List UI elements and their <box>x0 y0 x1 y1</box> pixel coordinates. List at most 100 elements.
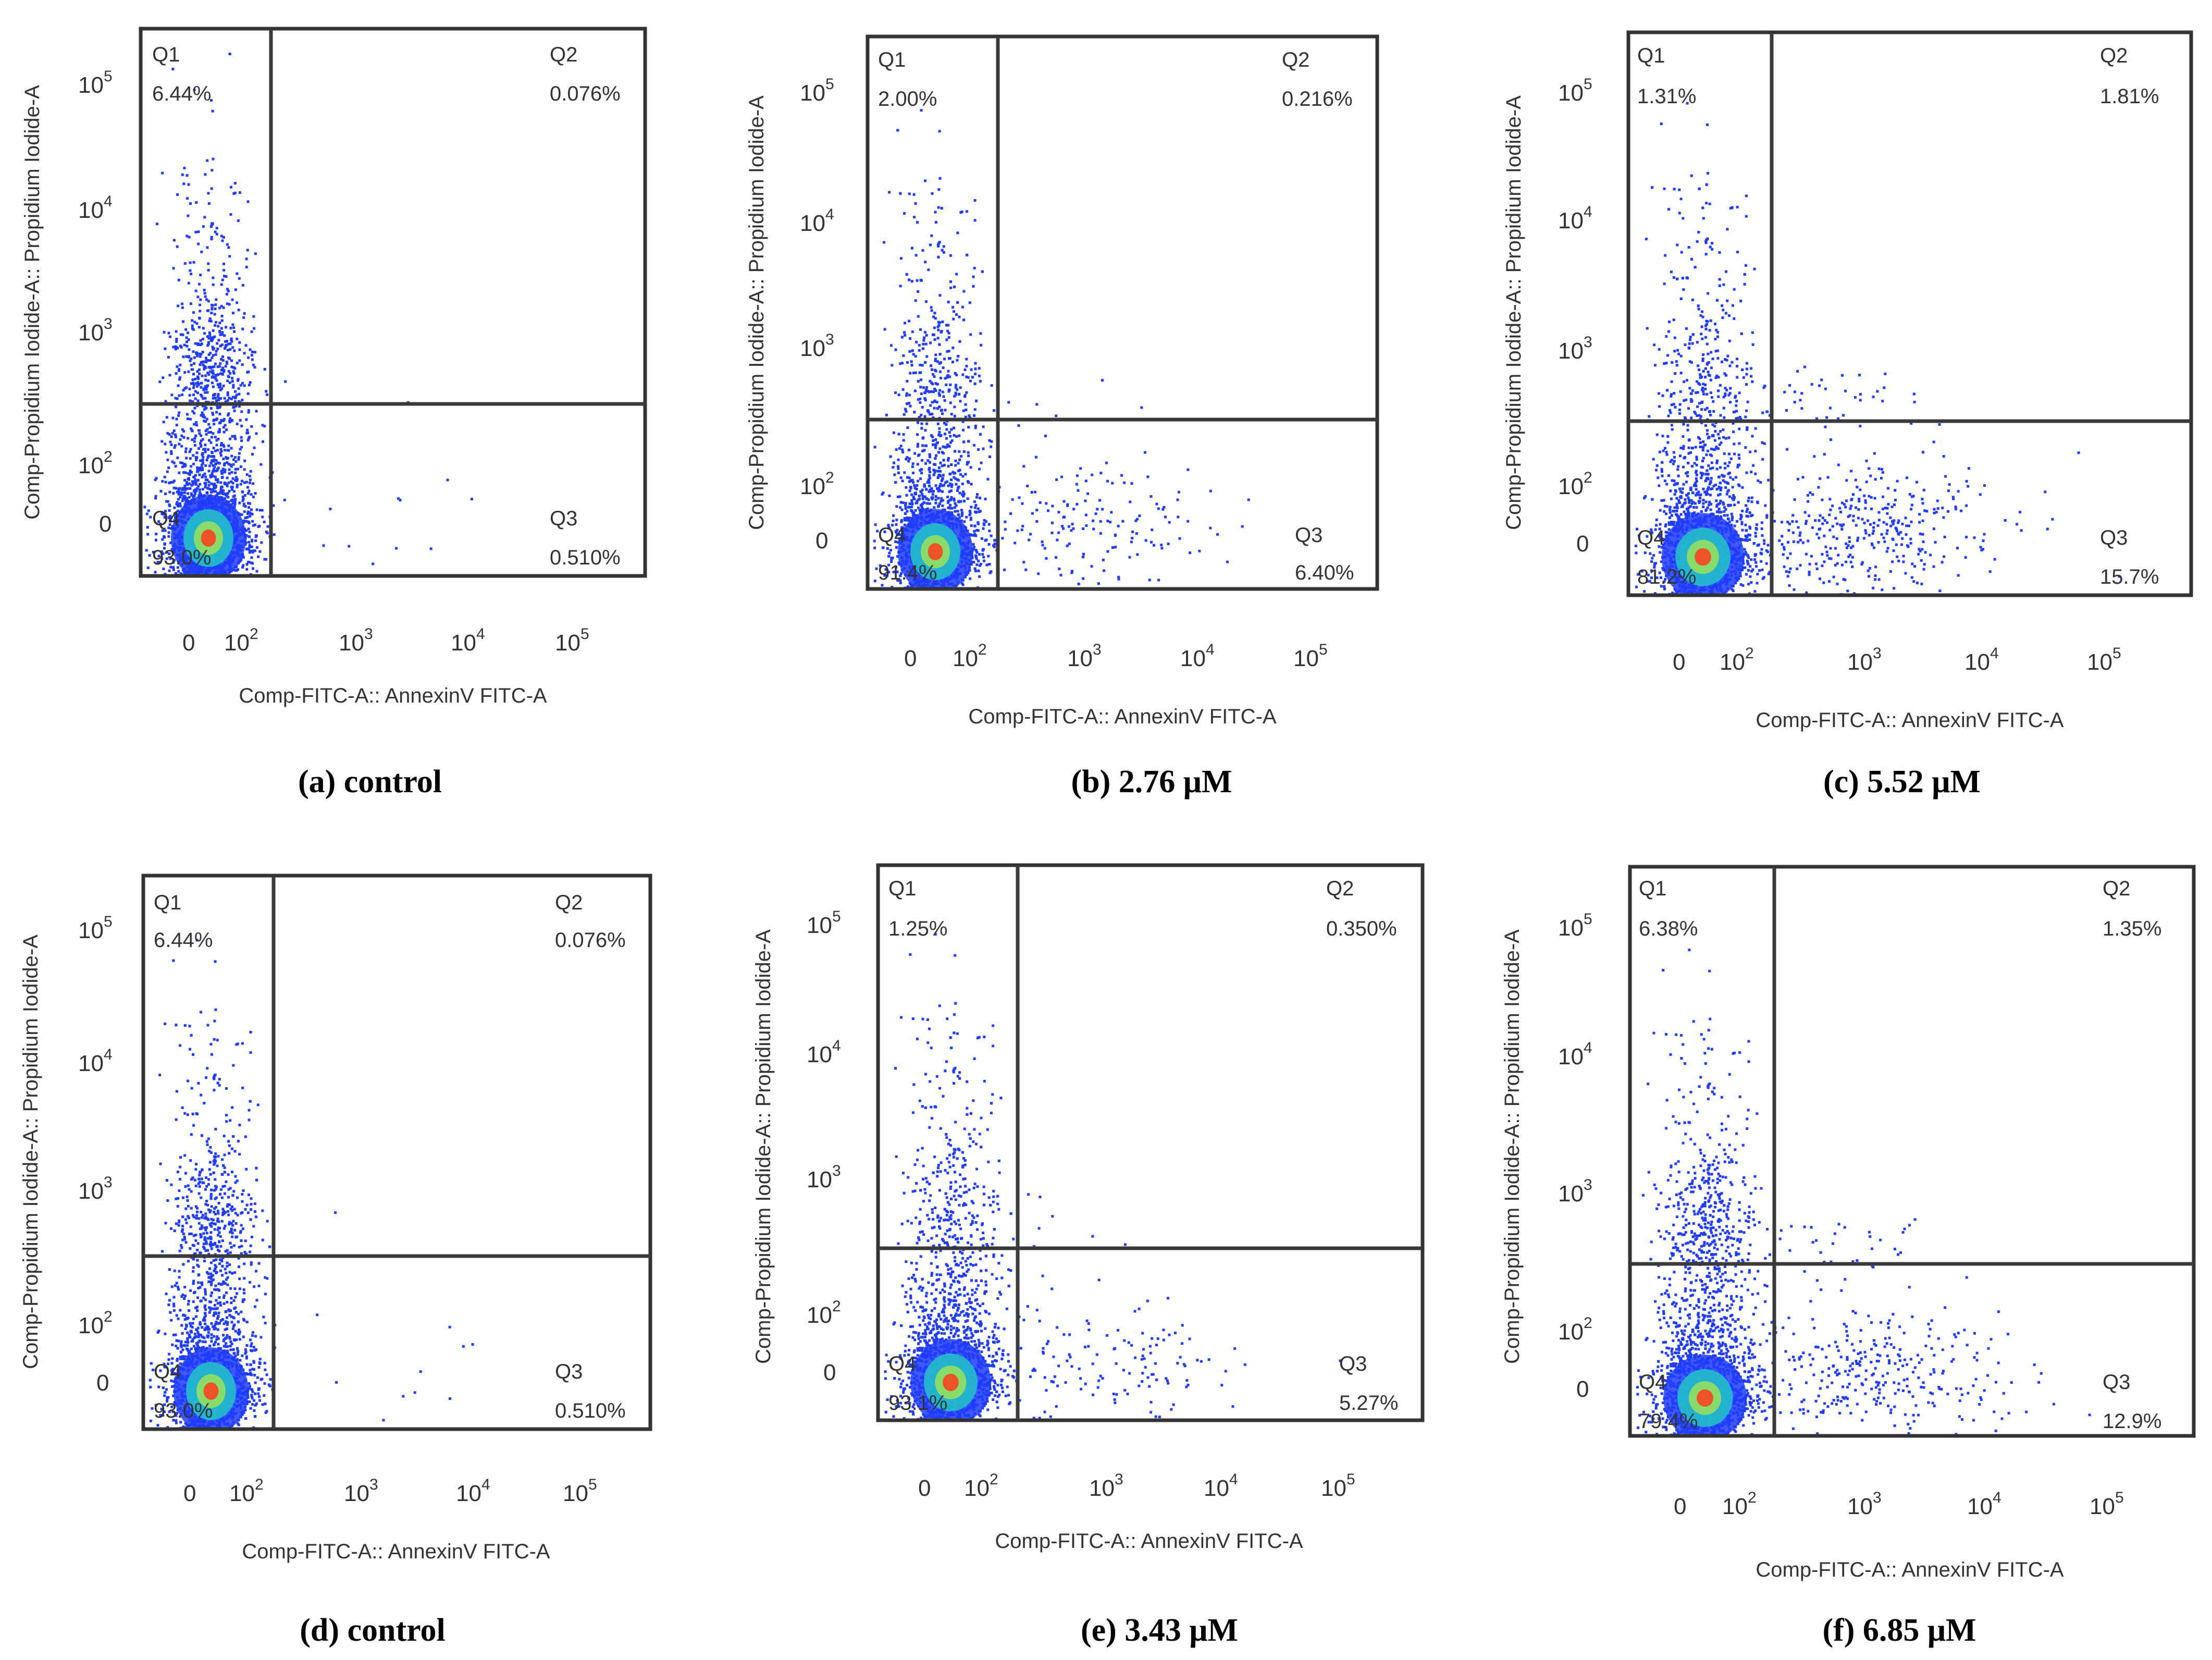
panel-f-y-axis-label: Comp-Propidium Iodide-A:: Propidium Iodi… <box>1501 929 1524 1364</box>
panel-a-q2-value: 0.076% <box>550 82 621 105</box>
panel-c-q1-value: 1.31% <box>1637 85 1696 108</box>
panel-b-caption: (b) 2.76 μM <box>1071 764 1232 800</box>
panel-a-x-tick-label: 104 <box>451 625 485 656</box>
panel-b-x-tick-label: 105 <box>1293 641 1328 671</box>
panel-f-x-ticks: 0 102 103 104 105 <box>1674 1489 2124 1519</box>
panel-c-y-axis-label: Comp-Propidium Iodide-A:: Propidium Iodi… <box>1502 95 1525 530</box>
panel-d-y-tick-label: 103 <box>78 1174 113 1204</box>
panel-a-q3-value: 0.510% <box>550 546 621 569</box>
panel-a-y-tick-label: 102 <box>78 448 113 478</box>
panel-e-y-tick-label: 105 <box>807 908 841 938</box>
panel-e-events <box>884 933 1342 1420</box>
panel-f-y-tick-label: 105 <box>1558 911 1592 941</box>
panel-d-x-ticks: 0 102 103 104 105 <box>183 1476 597 1506</box>
panel-f: Q1 6.38% Q2 1.35% Q4 79.4% Q3 12.9% 0 10… <box>1501 865 2196 1648</box>
panel-c-x-tick-label: 0 <box>1673 649 1685 675</box>
panel-d: Q1 6.44% Q2 0.076% Q4 93.0% Q3 0.510% 0 … <box>19 874 652 1648</box>
panel-a-plot-frame <box>139 27 647 578</box>
panel-d-x-tick-label: 103 <box>344 1476 378 1506</box>
panel-c-q4-value: 81.2% <box>1637 565 1696 588</box>
panel-a-x-tick-label: 103 <box>339 625 373 656</box>
panel-c-x-tick-label: 102 <box>1720 645 1754 675</box>
panel-f-y-tick-label: 0 <box>1576 1376 1589 1402</box>
panel-c-q2-name: Q2 <box>2100 44 2128 67</box>
panel-a-q2-name: Q2 <box>550 43 577 66</box>
panel-c-q3-name: Q3 <box>2100 526 2128 549</box>
panel-e-y-ticks: 0 102 103 104 105 <box>807 908 841 1385</box>
panel-c-y-tick-label: 102 <box>1558 469 1592 499</box>
panel-c-events <box>1634 102 2121 595</box>
panel-b-q2-name: Q2 <box>1282 48 1309 71</box>
panel-a-q4-name: Q4 <box>152 507 180 530</box>
panel-f-plot-frame <box>1628 865 2196 1438</box>
panel-e-q3-value: 5.27% <box>1339 1392 1398 1415</box>
panel-d-caption: (d) control <box>300 1613 446 1648</box>
panel-f-x-tick-label: 102 <box>1722 1489 1757 1519</box>
panel-f-events <box>1636 949 2091 1436</box>
panel-b-x-tick-label: 102 <box>953 641 987 671</box>
panel-e-caption: (e) 3.43 μM <box>1081 1613 1238 1648</box>
panel-a-y-ticks: 0 102 103 104 105 <box>78 68 113 537</box>
panel-d-q2-value: 0.076% <box>555 929 626 952</box>
panel-c-x-axis-label: Comp-FITC-A:: AnnexinV FITC-A <box>1756 709 2064 732</box>
panel-c-q4-name: Q4 <box>1637 526 1665 549</box>
panel-a-q1-value: 6.44% <box>152 82 211 105</box>
panel-c-q2-value: 1.81% <box>2100 85 2159 108</box>
panel-e-q3-name: Q3 <box>1339 1352 1367 1375</box>
panel-e-x-tick-label: 105 <box>1321 1471 1355 1501</box>
panel-d-q4-value: 93.0% <box>154 1399 213 1422</box>
panel-c-x-tick-label: 104 <box>1964 645 1999 675</box>
panel-a-q3-name: Q3 <box>550 507 577 530</box>
panel-e-q1-value: 1.25% <box>888 917 947 940</box>
panel-f-y-tick-label: 103 <box>1558 1176 1592 1207</box>
panel-e-plot-frame <box>876 863 1425 1422</box>
panel-d-x-tick-label: 102 <box>229 1476 264 1506</box>
panel-e-q1-name: Q1 <box>888 877 916 900</box>
panel-f-q3-name: Q3 <box>2103 1371 2130 1394</box>
panel-b-q2-value: 0.216% <box>1282 88 1353 110</box>
panel-d-q2-name: Q2 <box>555 891 583 914</box>
panel-f-caption: (f) 6.85 μM <box>1822 1613 1976 1648</box>
panel-e-x-ticks: 0 102 103 104 105 <box>918 1471 1355 1501</box>
panel-d-q3-value: 0.510% <box>555 1399 626 1422</box>
panel-d-x-axis-label: Comp-FITC-A:: AnnexinV FITC-A <box>242 1540 550 1563</box>
panel-b-y-tick-label: 104 <box>800 206 834 236</box>
panel-d-q3-name: Q3 <box>555 1360 583 1383</box>
panel-b-events <box>873 109 1250 589</box>
panel-d-q4-name: Q4 <box>154 1360 181 1383</box>
panel-b-y-tick-label: 102 <box>800 469 834 499</box>
panel-a-x-ticks: 0 102 103 104 105 <box>182 625 589 656</box>
panel-a-y-tick-label: 104 <box>78 193 113 223</box>
panel-b-x-tick-label: 104 <box>1180 641 1215 671</box>
panel-a-y-axis-label: Comp-Propidium Iodide-A:: Propidium Iodi… <box>21 85 44 520</box>
panel-e-y-tick-label: 103 <box>807 1162 841 1192</box>
panel-e-q2-value: 0.350% <box>1326 917 1397 940</box>
panel-d-q1-value: 6.44% <box>154 929 213 952</box>
panel-a-events <box>143 29 473 576</box>
panel-d-x-tick-label: 104 <box>456 1476 490 1506</box>
panel-e-x-tick-label: 102 <box>964 1471 998 1501</box>
panel-a-x-tick-label: 0 <box>182 630 195 656</box>
panel-a-x-tick-label: 105 <box>555 625 589 656</box>
panel-b-x-tick-label: 103 <box>1067 641 1102 671</box>
panel-f-x-axis-label: Comp-FITC-A:: AnnexinV FITC-A <box>1756 1558 2064 1581</box>
panel-b-plot-frame <box>866 34 1379 591</box>
panel-b-q4-name: Q4 <box>878 524 906 547</box>
panel-f-q4-name: Q4 <box>1639 1371 1666 1394</box>
panel-d-plot-frame <box>141 874 652 1431</box>
panel-c-x-tick-label: 105 <box>2087 645 2121 675</box>
panel-c-x-ticks: 0 102 103 104 105 <box>1673 645 2121 675</box>
panel-e-x-tick-label: 104 <box>1204 1471 1238 1501</box>
panel-e-x-tick-label: 103 <box>1089 1471 1123 1501</box>
panel-b-y-ticks: 0 102 103 104 105 <box>800 76 834 554</box>
panel-b: Q1 2.00% Q2 0.216% Q4 91.4% Q3 6.40% 0 1… <box>745 34 1379 800</box>
panel-f-q4-value: 79.4% <box>1639 1410 1698 1433</box>
panel-d-y-tick-label: 104 <box>78 1046 113 1076</box>
panel-a-x-axis-label: Comp-FITC-A:: AnnexinV FITC-A <box>239 684 547 707</box>
panel-f-y-tick-label: 102 <box>1558 1314 1592 1345</box>
panel-e-y-axis-label: Comp-Propidium Iodide-A:: Propidium Iodi… <box>752 929 775 1364</box>
panel-c-q3-value: 15.7% <box>2100 565 2159 588</box>
panel-d-events <box>149 939 474 1429</box>
panel-e: Q1 1.25% Q2 0.350% Q4 93.1% Q3 5.27% 0 1… <box>752 863 1425 1648</box>
panel-b-q3-name: Q3 <box>1295 524 1323 547</box>
